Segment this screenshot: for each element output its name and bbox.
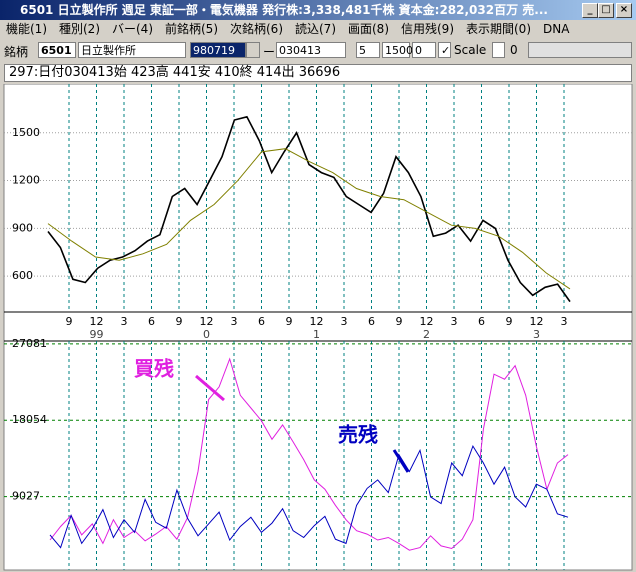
data-line <box>49 357 569 551</box>
month-label: 6 <box>148 315 155 328</box>
info-line: 297:日付030413始 423高 441安 410終 414出 36696 <box>4 64 632 82</box>
menu-item[interactable]: 次銘柄(6) <box>230 22 283 36</box>
menu-item[interactable]: 種別(2) <box>59 22 100 36</box>
annotation: 売残 <box>338 423 378 447</box>
title-bar: 6501 日立製作所 週足 東証一部・電気機器 発行株:3,338,481千株 … <box>0 0 636 20</box>
month-label: 9 <box>506 315 513 328</box>
y-tick-label: 18054 <box>12 413 47 426</box>
month-label: 12 <box>90 315 104 328</box>
maximize-button[interactable]: □ <box>598 3 614 18</box>
field-1[interactable]: 5 <box>356 42 380 58</box>
data-line <box>47 115 571 303</box>
annotation-arrow <box>392 449 410 473</box>
from-input[interactable]: 980719 <box>190 42 246 58</box>
year-label: 99 <box>90 328 104 341</box>
y-tick-label: 9027 <box>12 490 40 503</box>
year-label: 3 <box>533 328 540 341</box>
to-select[interactable]: 030413 <box>276 42 346 58</box>
y-tick-label: 600 <box>12 269 33 282</box>
code-label: 銘柄 <box>4 45 29 59</box>
y-tick-label: 900 <box>12 221 33 234</box>
month-label: 12 <box>420 315 434 328</box>
field-2[interactable]: 1500 <box>382 42 413 58</box>
y-tick-label: 1200 <box>12 174 40 187</box>
checkbox[interactable] <box>492 42 505 58</box>
field-3[interactable]: 0 <box>412 42 436 58</box>
month-label: 12 <box>200 315 214 328</box>
month-label: 9 <box>176 315 183 328</box>
menu-item[interactable]: 表示期間(0) <box>466 22 531 36</box>
field-4: 0 <box>510 43 518 57</box>
scrollbar[interactable] <box>528 42 632 58</box>
month-label: 6 <box>368 315 375 328</box>
annotation: 買残 <box>134 357 174 381</box>
year-label: 2 <box>423 328 430 341</box>
menu-item[interactable]: 前銘柄(5) <box>165 22 218 36</box>
year-label: 0 <box>203 328 210 341</box>
month-label: 6 <box>478 315 485 328</box>
separator: ー <box>263 45 276 59</box>
month-label: 3 <box>451 315 458 328</box>
data-line <box>49 444 569 549</box>
month-label: 9 <box>66 315 73 328</box>
scale-checkbox[interactable]: ✓ <box>438 42 451 58</box>
minimize-button[interactable]: _ <box>582 3 598 18</box>
month-label: 3 <box>121 315 128 328</box>
month-label: 3 <box>561 315 568 328</box>
menu-item[interactable]: 画面(8) <box>348 22 389 36</box>
scale-label: Scale <box>454 43 487 57</box>
name-field: 日立製作所 <box>78 42 186 58</box>
month-label: 9 <box>396 315 403 328</box>
data-line <box>47 148 571 290</box>
y-tick-label: 27081 <box>12 337 47 350</box>
annotation-arrow <box>195 374 225 402</box>
toolbar: 銘柄 6501 日立製作所 980719 ー 030413 5 1500 0 ✓… <box>0 38 636 62</box>
window-title: 6501 日立製作所 週足 東証一部・電気機器 発行株:3,338,481千株 … <box>20 3 548 17</box>
menu-item[interactable]: バー(4) <box>112 22 153 36</box>
spinner[interactable] <box>246 42 260 58</box>
year-label: 1 <box>313 328 320 341</box>
month-label: 12 <box>530 315 544 328</box>
chart-area <box>3 84 633 571</box>
menu-bar: 機能(1) 種別(2) バー(4) 前銘柄(5) 次銘柄(6) 読込(7) 画面(8) 信用残… <box>0 20 636 38</box>
month-label: 3 <box>341 315 348 328</box>
month-label: 12 <box>310 315 324 328</box>
close-button[interactable]: × <box>616 3 632 18</box>
month-label: 6 <box>258 315 265 328</box>
menu-item[interactable]: 信用残(9) <box>401 22 454 36</box>
menu-item[interactable]: DNA <box>543 22 570 36</box>
y-tick-label: 1500 <box>12 126 40 139</box>
menu-item[interactable]: 読込(7) <box>295 22 336 36</box>
month-label: 9 <box>286 315 293 328</box>
code-input[interactable]: 6501 <box>38 42 76 58</box>
month-label: 3 <box>231 315 238 328</box>
menu-item[interactable]: 機能(1) <box>6 22 47 36</box>
